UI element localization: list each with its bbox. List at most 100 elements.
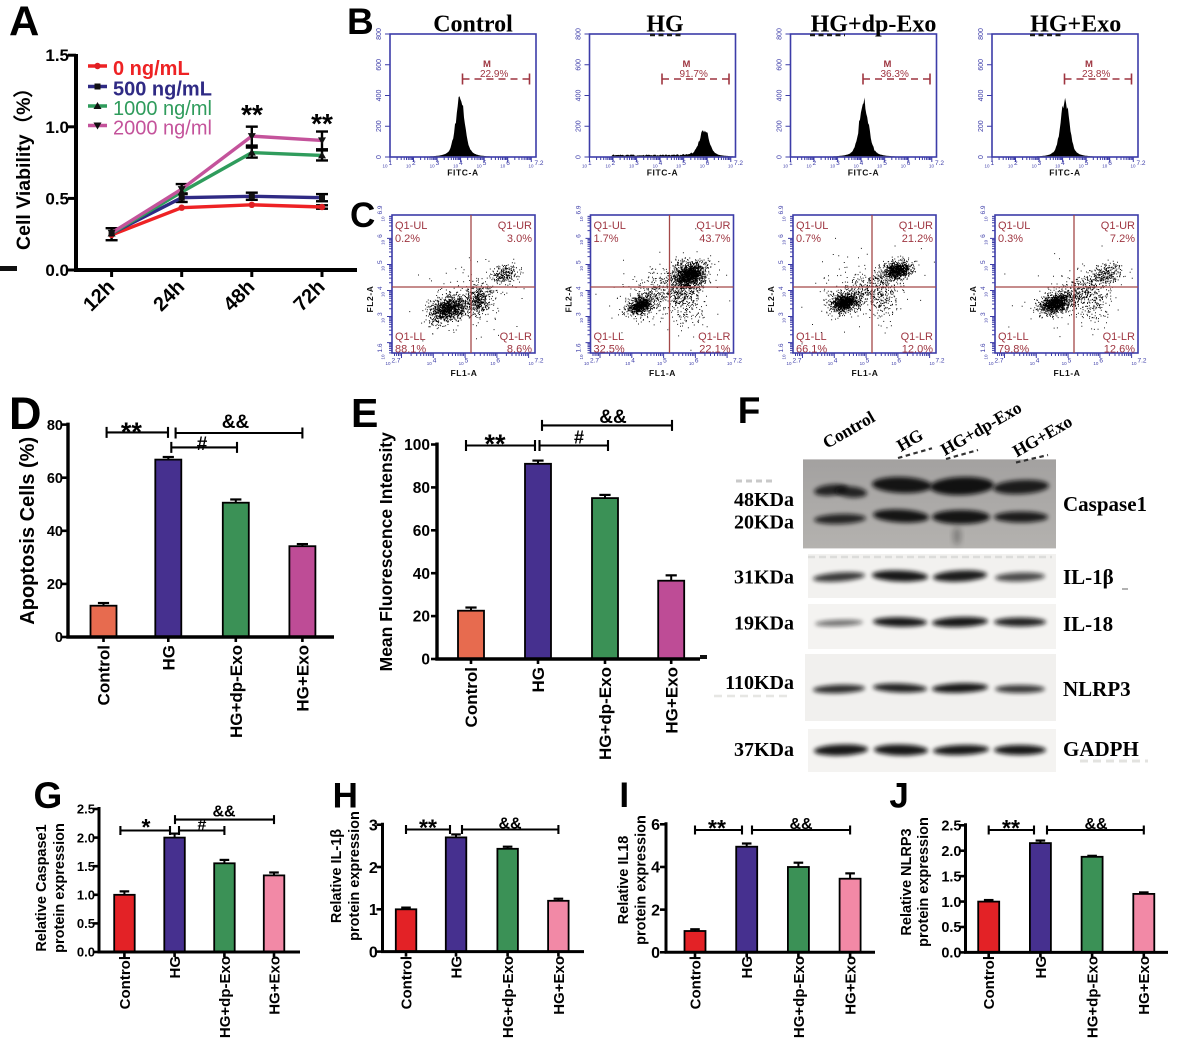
svg-text:M: M bbox=[683, 59, 691, 70]
svg-text:Control: Control bbox=[981, 956, 998, 1009]
svg-text:protein expression: protein expression bbox=[52, 823, 68, 953]
svg-text:3: 3 bbox=[369, 817, 378, 834]
svg-text:HG+Exo: HG+Exo bbox=[294, 645, 313, 712]
svg-text:*: * bbox=[142, 814, 151, 840]
svg-text:10: 10 bbox=[727, 361, 733, 366]
svg-text:10: 10 bbox=[606, 164, 612, 169]
svg-text:10: 10 bbox=[854, 164, 860, 169]
svg-text:10: 10 bbox=[453, 164, 459, 169]
svg-text:500 ng/mL: 500 ng/mL bbox=[113, 79, 212, 101]
svg-text:66.1%: 66.1% bbox=[796, 344, 827, 356]
svg-text:600: 600 bbox=[978, 59, 985, 71]
svg-text:10: 10 bbox=[676, 164, 682, 169]
svg-text:J: J bbox=[889, 777, 908, 816]
svg-text:4: 4 bbox=[980, 286, 987, 290]
svg-text:10: 10 bbox=[385, 361, 391, 366]
svg-text:GADPH: GADPH bbox=[1063, 737, 1139, 761]
svg-text:22.9%: 22.9% bbox=[480, 69, 508, 80]
svg-text:10: 10 bbox=[459, 361, 465, 366]
svg-text:Mean Fluorescence Intensity: Mean Fluorescence Intensity bbox=[376, 432, 396, 672]
svg-text:10: 10 bbox=[625, 361, 631, 366]
svg-text:1: 1 bbox=[789, 160, 793, 167]
svg-text:0: 0 bbox=[978, 155, 985, 159]
svg-text:200: 200 bbox=[978, 120, 985, 132]
svg-text:HG: HG bbox=[159, 645, 178, 671]
svg-text:10: 10 bbox=[984, 216, 989, 222]
svg-text:4: 4 bbox=[659, 160, 663, 167]
svg-text:80: 80 bbox=[413, 480, 430, 497]
svg-text:5: 5 bbox=[1068, 358, 1072, 365]
svg-text:Q1-LL: Q1-LL bbox=[395, 331, 426, 343]
svg-text:FL2-A: FL2-A bbox=[365, 285, 375, 312]
svg-text:40: 40 bbox=[47, 524, 63, 540]
svg-text:10: 10 bbox=[528, 164, 534, 169]
svg-text:1.0: 1.0 bbox=[77, 887, 95, 902]
svg-text:B: B bbox=[347, 1, 374, 42]
svg-text:4: 4 bbox=[631, 358, 635, 365]
svg-text:2000 ng/ml: 2000 ng/ml bbox=[113, 118, 212, 140]
svg-text:4: 4 bbox=[1036, 358, 1040, 365]
svg-text:IL-18: IL-18 bbox=[1063, 612, 1113, 636]
svg-text:88.1%: 88.1% bbox=[395, 344, 426, 356]
svg-text:HG+Exo: HG+Exo bbox=[1030, 12, 1121, 38]
svg-text:7.2: 7.2 bbox=[1137, 160, 1146, 167]
svg-text:Q1-LR: Q1-LR bbox=[698, 331, 730, 343]
svg-text:5: 5 bbox=[483, 160, 487, 167]
svg-text:6.9: 6.9 bbox=[576, 205, 583, 214]
svg-text:protein expression: protein expression bbox=[347, 811, 363, 941]
svg-text:60: 60 bbox=[413, 523, 430, 540]
svg-text:HG+dp-Exo: HG+dp-Exo bbox=[227, 645, 246, 738]
svg-text:5: 5 bbox=[377, 260, 384, 264]
svg-text:6: 6 bbox=[506, 160, 510, 167]
svg-text:22.1%: 22.1% bbox=[699, 344, 730, 356]
svg-text:600: 600 bbox=[376, 59, 383, 71]
svg-text:Control: Control bbox=[687, 956, 704, 1009]
svg-text:Q1-UL: Q1-UL bbox=[796, 220, 828, 232]
svg-text:10: 10 bbox=[984, 318, 989, 324]
svg-text:Q1-LR: Q1-LR bbox=[1103, 331, 1135, 343]
svg-text:Caspase1: Caspase1 bbox=[1063, 492, 1147, 516]
svg-text:G: G bbox=[34, 775, 63, 816]
svg-text:2: 2 bbox=[813, 160, 817, 167]
svg-text:2: 2 bbox=[1014, 160, 1018, 167]
svg-text:HG+dp-Exo: HG+dp-Exo bbox=[791, 956, 808, 1038]
svg-text:10: 10 bbox=[381, 318, 386, 324]
svg-text:3: 3 bbox=[836, 160, 840, 167]
svg-text:1.6: 1.6 bbox=[980, 343, 987, 352]
svg-text:0.0: 0.0 bbox=[941, 946, 961, 962]
svg-text:6: 6 bbox=[1108, 160, 1112, 167]
svg-text:1.5: 1.5 bbox=[77, 859, 95, 874]
svg-text:1: 1 bbox=[588, 160, 592, 167]
svg-text:M: M bbox=[483, 59, 491, 70]
svg-text:200: 200 bbox=[376, 120, 383, 132]
svg-text:Q1-LR: Q1-LR bbox=[901, 331, 933, 343]
svg-text:FITC-A: FITC-A bbox=[447, 168, 478, 178]
svg-text:7.2: 7.2 bbox=[535, 358, 544, 365]
svg-text:800: 800 bbox=[978, 28, 985, 40]
svg-text:6: 6 bbox=[496, 358, 500, 365]
svg-text:HG: HG bbox=[646, 12, 684, 38]
svg-text:6: 6 bbox=[907, 160, 911, 167]
svg-text:10: 10 bbox=[782, 266, 787, 272]
svg-text:Q1-LL: Q1-LL bbox=[594, 331, 625, 343]
svg-text:10: 10 bbox=[828, 361, 834, 366]
svg-text:10: 10 bbox=[579, 266, 584, 272]
svg-text:10: 10 bbox=[984, 239, 989, 245]
svg-text:0.2%: 0.2% bbox=[395, 233, 420, 245]
svg-text:0.0: 0.0 bbox=[45, 261, 69, 280]
svg-text:5: 5 bbox=[465, 358, 469, 365]
svg-text:3.0%: 3.0% bbox=[507, 233, 532, 245]
svg-text:0: 0 bbox=[376, 155, 383, 159]
svg-text:Control: Control bbox=[117, 956, 134, 1009]
svg-text:**: ** bbox=[484, 429, 506, 459]
svg-text:Control: Control bbox=[398, 956, 415, 1009]
svg-text:10: 10 bbox=[381, 292, 386, 298]
svg-text:F: F bbox=[738, 390, 761, 431]
svg-text:1: 1 bbox=[991, 160, 995, 167]
svg-text:2: 2 bbox=[369, 860, 378, 877]
svg-text:5: 5 bbox=[1085, 160, 1089, 167]
svg-text:0.0: 0.0 bbox=[77, 945, 95, 960]
svg-text:D: D bbox=[9, 388, 42, 439]
svg-text:**: ** bbox=[121, 417, 143, 447]
svg-text:4: 4 bbox=[860, 160, 864, 167]
